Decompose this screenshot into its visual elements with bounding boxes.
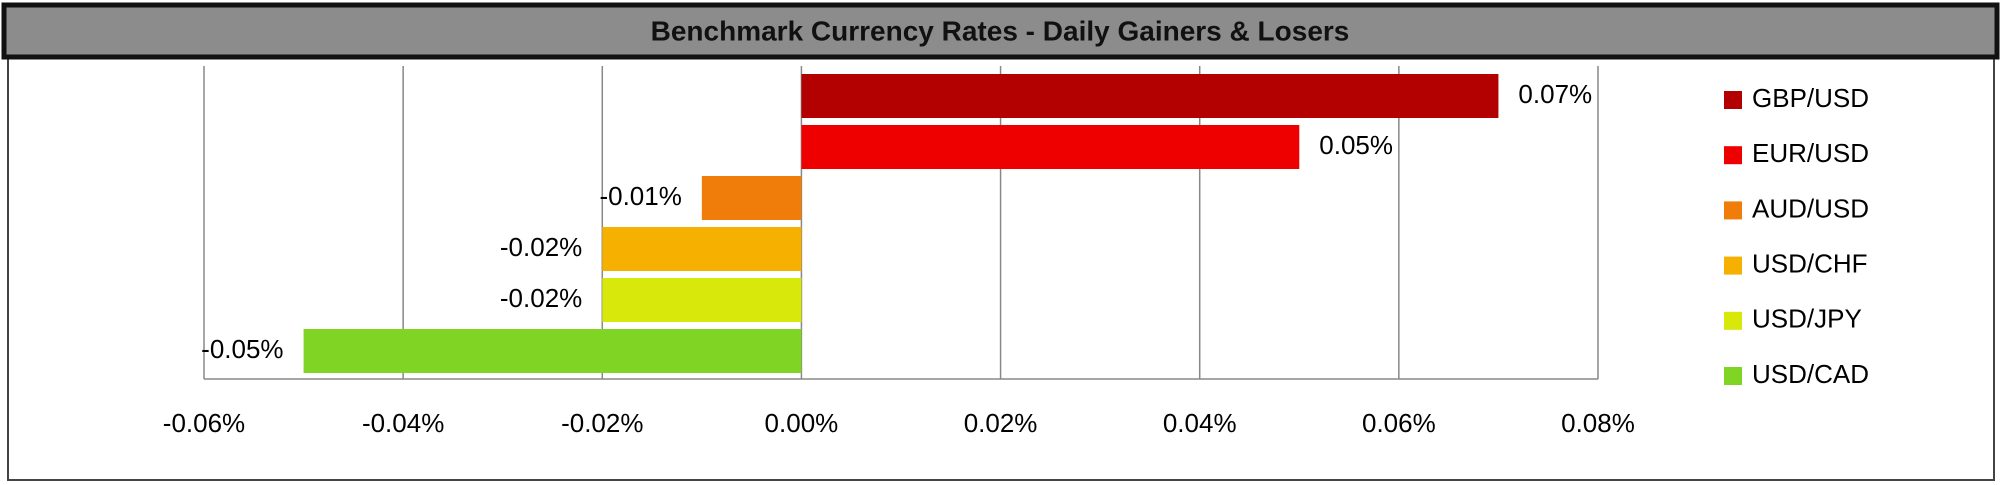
chart-title: Benchmark Currency Rates - Daily Gainers… <box>651 15 1350 46</box>
value-label: 0.07% <box>1518 79 1592 109</box>
legend-swatch <box>1724 201 1742 220</box>
bar <box>303 329 802 373</box>
legend-label: AUD/USD <box>1752 193 1869 223</box>
legend-swatch <box>1724 256 1742 275</box>
legend-label: USD/CAD <box>1752 359 1869 389</box>
legend-swatch <box>1724 146 1742 165</box>
legend-swatch <box>1724 311 1742 330</box>
title-bar <box>1 2 2000 60</box>
bar <box>602 278 802 322</box>
x-tick-label: -0.04% <box>362 408 444 438</box>
legend-label: GBP/USD <box>1752 83 1869 113</box>
x-tick-label: 0.08% <box>1561 408 1635 438</box>
legend-label: USD/JPY <box>1752 304 1862 334</box>
value-label: -0.01% <box>599 181 681 211</box>
value-label: -0.02% <box>500 283 582 313</box>
legend-swatch <box>1724 91 1742 109</box>
legend-label: USD/CHF <box>1752 248 1868 278</box>
value-label: 0.05% <box>1319 130 1393 160</box>
x-tick-label: 0.06% <box>1362 408 1436 438</box>
legend-label: EUR/USD <box>1752 138 1869 168</box>
bar <box>602 227 802 271</box>
x-tick-label: -0.06% <box>163 408 245 438</box>
x-tick-label: 0.02% <box>964 408 1038 438</box>
legend-swatch <box>1724 367 1742 385</box>
value-label: -0.05% <box>201 334 283 364</box>
bar <box>801 74 1499 118</box>
bar <box>701 176 802 220</box>
x-tick-label: 0.04% <box>1163 408 1237 438</box>
bar <box>801 125 1300 169</box>
x-tick-label: 0.00% <box>765 408 839 438</box>
value-label: -0.02% <box>500 232 582 262</box>
x-tick-label: -0.02% <box>561 408 643 438</box>
